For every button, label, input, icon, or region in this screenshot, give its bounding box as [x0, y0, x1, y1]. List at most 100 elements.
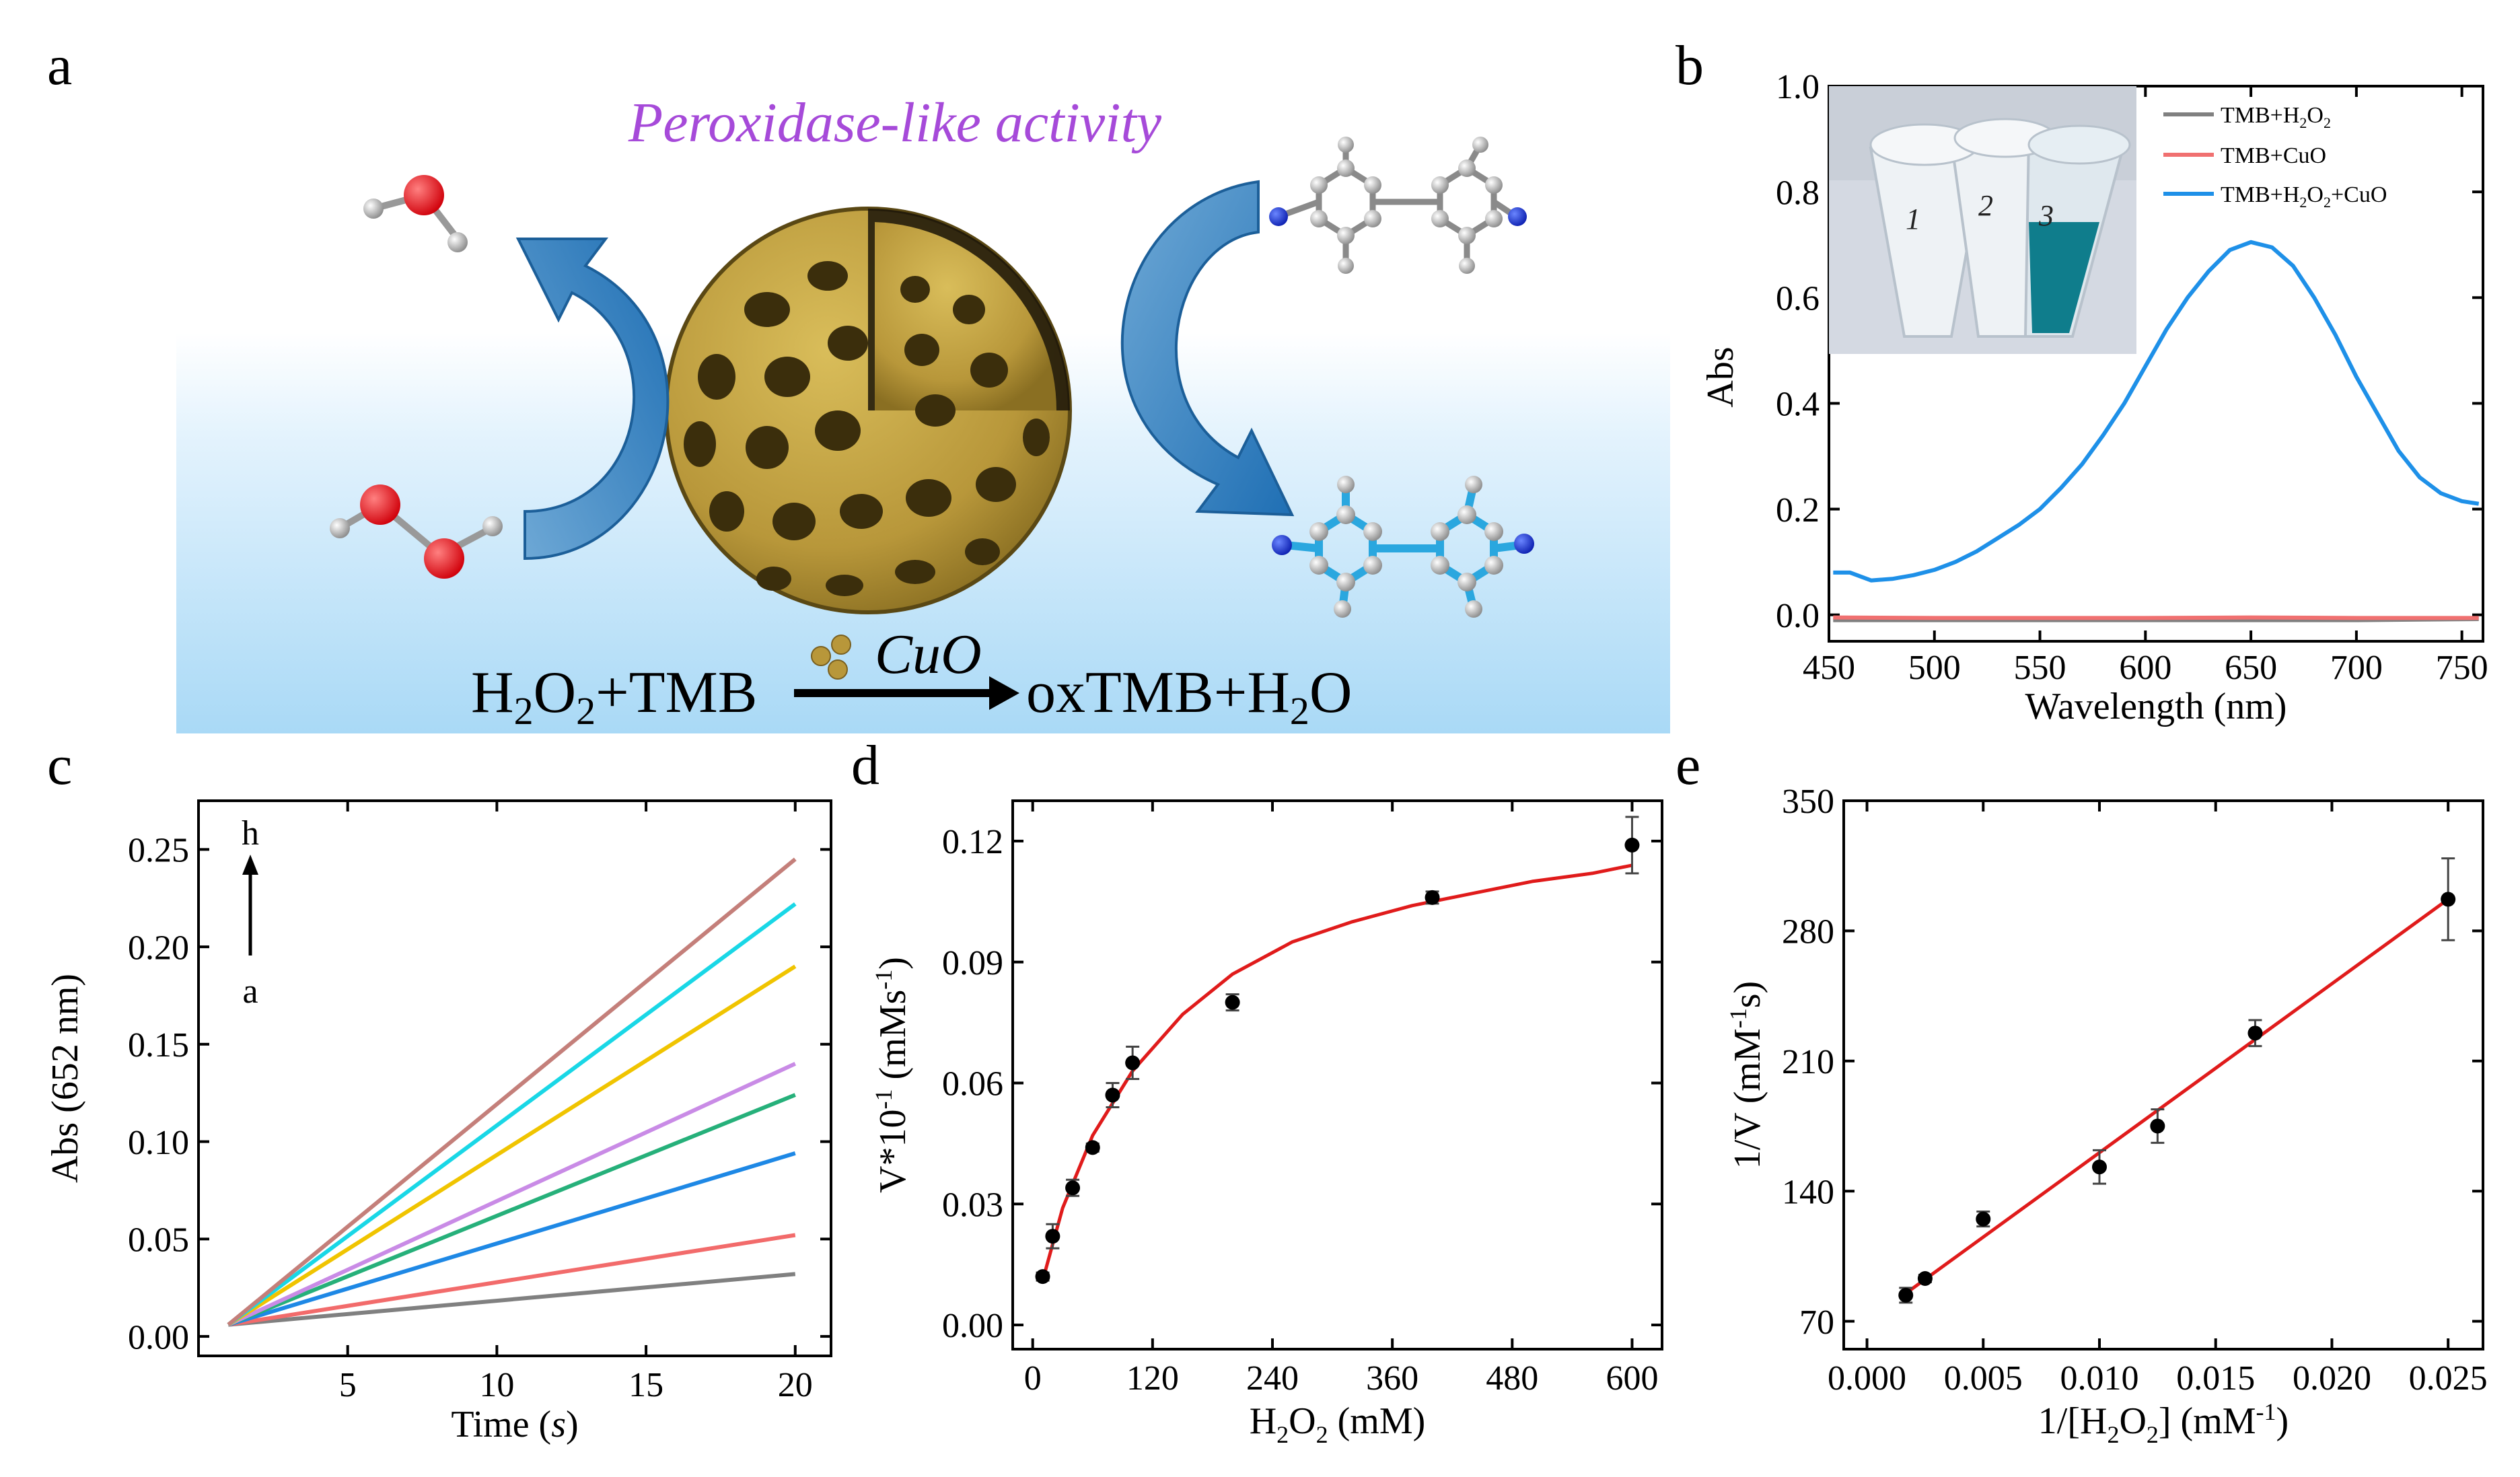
- data-point: [1045, 1229, 1060, 1244]
- chart-b-legend: TMB+H2O2 TMB+CuO TMB+H2O2+CuO: [2163, 103, 2387, 211]
- series-line-tmb-h2o2-cuo: [1833, 240, 2480, 583]
- x-tick-label: 0.025: [2409, 1359, 2488, 1398]
- data-point: [1085, 1140, 1100, 1155]
- y-tick-label: 0.12: [942, 823, 1003, 861]
- fit-curve: [1041, 863, 1632, 1281]
- y-tick-label: 0.20: [128, 929, 189, 967]
- y-tick-label: 0.6: [1776, 279, 1820, 318]
- x-tick-label: 0.010: [2060, 1359, 2139, 1398]
- panel-c: c 5 10 15 20 0.00 0.05 0.10 0.15 0.20 0.25 Time (s…: [44, 734, 832, 1445]
- y-tick-label: 0.4: [1776, 386, 1820, 424]
- y-tick-label: 0.0: [1776, 597, 1820, 635]
- chart-d-michaelis-menten: 0 120 240 360 480 600 0.00 0.03 0.06 0.09 0.12 H2O2…: [870, 799, 1663, 1448]
- series-annotation-h: h: [242, 814, 259, 853]
- x-tick-label: 0.005: [1944, 1359, 2023, 1398]
- x-tick-label: 700: [2330, 649, 2383, 687]
- catalyst-label: CuO: [875, 623, 982, 686]
- x-axis-label: Time (s): [451, 1404, 578, 1445]
- data-point: [1917, 1271, 1933, 1287]
- panel-a-title: Peroxidase-like activity: [628, 92, 1162, 154]
- x-tick-label: 450: [1803, 649, 1855, 687]
- y-tick-label: 1.0: [1776, 68, 1820, 106]
- data-point: [1425, 890, 1440, 905]
- y-tick-label: 0.00: [128, 1318, 189, 1357]
- panel-letter-c: c: [47, 734, 72, 797]
- right-curved-arrow: [1120, 180, 1295, 517]
- x-tick-label: 0: [1024, 1359, 1042, 1398]
- y-tick-label: 0.03: [942, 1186, 1003, 1224]
- chart-b-absorbance-spectra: 450 500 550 600 650 700 750 0.0 0.2 0.4 0.6 0.8 1.0 W…: [1700, 68, 2488, 727]
- y-tick-label: 0.05: [128, 1221, 189, 1260]
- plot-frame: [1828, 85, 2484, 643]
- series-order-arrowhead: [242, 855, 258, 875]
- cuo-particles-icon: [811, 635, 851, 680]
- x-tick-label: 0.015: [2176, 1359, 2255, 1398]
- reaction-equation: H2O2+TMB CuO oxTMB+H2O: [471, 623, 1352, 733]
- y-tick-label: 280: [1782, 913, 1834, 951]
- plot-frame: [1011, 799, 1663, 1350]
- x-tick-label: 0.020: [2293, 1359, 2371, 1398]
- y-tick-label: 0.09: [942, 944, 1003, 982]
- panel-letter-e: e: [1676, 734, 1700, 797]
- tube-label-1: 1: [1906, 203, 1920, 236]
- series-line-e: [227, 1062, 797, 1327]
- y-tick-label: 0.06: [942, 1065, 1003, 1104]
- data-point: [2441, 892, 2456, 907]
- x-tick-label: 10: [479, 1366, 514, 1404]
- x-tick-label: 120: [1126, 1359, 1179, 1398]
- data-point: [1105, 1087, 1120, 1103]
- tube-label-3: 3: [2038, 199, 2054, 232]
- series-line-a: [228, 1272, 796, 1327]
- data-point: [1065, 1180, 1081, 1196]
- y-axis-label: Abs (652 nm): [44, 974, 86, 1183]
- y-tick-label: 70: [1799, 1303, 1834, 1342]
- legend-label-tmb-cuo: TMB+CuO: [2221, 143, 2326, 168]
- equation-reactants: H2O2+TMB: [471, 660, 757, 733]
- x-tick-label: 600: [1606, 1359, 1658, 1398]
- panel-letter-d: d: [851, 734, 879, 797]
- reaction-arrowhead: [989, 676, 1019, 710]
- y-axis-label: Abs: [1700, 347, 1741, 407]
- series-line-h: [227, 857, 797, 1327]
- x-tick-label: 0.000: [1828, 1359, 1906, 1398]
- series-line-c: [227, 1151, 796, 1327]
- panel-e: e 0.000 0.005 0.010 0.015 0.020 0.025 70 140 210…: [1676, 734, 2488, 1448]
- y-tick-label: 210: [1782, 1043, 1834, 1081]
- x-tick-label: 550: [2014, 649, 2066, 687]
- panel-b: b 450 500 550 600 650 700 750 0.0 0.2 0.4 0.6 0.8 1.…: [1676, 34, 2488, 727]
- y-tick-label: 0.15: [128, 1026, 189, 1065]
- y-tick-label: 0.2: [1776, 491, 1820, 530]
- x-tick-label: 240: [1246, 1359, 1299, 1398]
- cuo-nanosphere: [664, 207, 1072, 614]
- y-tick-label: 0.8: [1776, 174, 1820, 212]
- series-line-b: [227, 1233, 796, 1327]
- y-tick-label: 0.25: [128, 832, 189, 870]
- legend-label-tmb-h2o2: TMB+H2O2: [2221, 103, 2331, 131]
- x-axis-label: H2O2 (mM): [1250, 1400, 1426, 1448]
- series-line-g: [227, 902, 797, 1327]
- data-point: [1976, 1211, 1991, 1227]
- y-tick-label: 140: [1782, 1173, 1834, 1211]
- plot-frame: [1842, 799, 2484, 1350]
- equation-products: oxTMB+H2O: [1026, 660, 1352, 733]
- y-axis-label: V*10-1 (mMs-1): [870, 957, 914, 1193]
- oxtmb-molecule: [1272, 476, 1534, 618]
- x-tick-label: 600: [2119, 649, 2171, 687]
- x-tick-label: 750: [2436, 649, 2488, 687]
- x-tick-label: 480: [1486, 1359, 1538, 1398]
- panel-d: d 0 120 240 360 480 600 0.00 0.03 0.06 0.09 0.12 H2…: [851, 734, 1663, 1448]
- y-axis-label: 1/V (mM-1s): [1725, 981, 1768, 1169]
- data-point: [1035, 1269, 1050, 1285]
- x-tick-label: 5: [339, 1366, 357, 1404]
- x-axis-label: 1/[H2O2] (mM-1): [2038, 1398, 2289, 1448]
- y-tick-label: 0.00: [942, 1307, 1003, 1345]
- panel-letter-a: a: [47, 34, 72, 97]
- tube-label-2: 2: [1978, 189, 1993, 222]
- hydrogen-peroxide-molecule: [330, 484, 503, 579]
- y-tick-label: 0.10: [128, 1124, 189, 1162]
- data-point: [2092, 1159, 2107, 1175]
- left-curved-arrow: [515, 238, 670, 561]
- data-point: [2150, 1118, 2165, 1134]
- data-point: [1624, 837, 1640, 853]
